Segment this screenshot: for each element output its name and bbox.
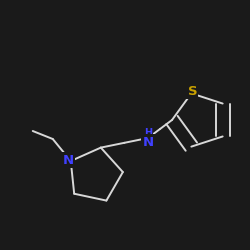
Text: H: H <box>144 128 152 138</box>
Text: N: N <box>63 154 74 166</box>
Text: S: S <box>188 85 197 98</box>
Text: N: N <box>142 136 154 148</box>
